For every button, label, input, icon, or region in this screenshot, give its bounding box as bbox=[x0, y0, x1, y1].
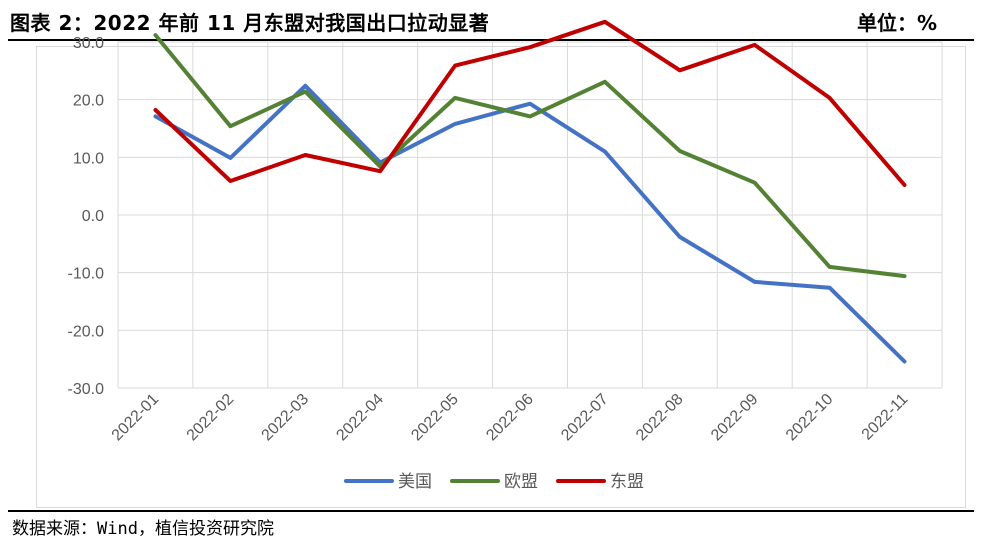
series-line bbox=[153, 19, 907, 187]
x-tick-label: 2022-11 bbox=[859, 391, 912, 444]
y-tick-label: 0.0 bbox=[82, 208, 104, 225]
y-tick-label: 20.0 bbox=[73, 93, 104, 110]
x-tick-label: 2022-06 bbox=[483, 391, 537, 445]
source-note: 数据来源：Wind，植信投资研究院 bbox=[12, 519, 274, 539]
series-line bbox=[153, 33, 907, 279]
x-tick-label: 2022-04 bbox=[333, 391, 387, 445]
x-tick-label: 2022-10 bbox=[783, 391, 837, 445]
x-tick-label: 2022-08 bbox=[633, 391, 687, 445]
y-tick-label: -20.0 bbox=[68, 323, 105, 340]
x-tick-label: 2022-01 bbox=[109, 391, 163, 445]
x-tick-label: 2022-03 bbox=[259, 391, 313, 445]
top-rule bbox=[8, 39, 974, 41]
x-tick-label: 2022-09 bbox=[708, 391, 762, 445]
bottom-rule bbox=[8, 510, 974, 512]
y-tick-label: -30.0 bbox=[68, 381, 105, 398]
x-tick-label: 2022-05 bbox=[408, 391, 462, 445]
x-tick-label: 2022-02 bbox=[184, 391, 238, 445]
unit-label: 单位：% bbox=[856, 11, 937, 35]
header: 图表 2：2022 年前 11 月东盟对我国出口拉动显著 单位：% bbox=[0, 0, 999, 40]
y-axis-ticks: 30.0 20.0 10.0 0.0 -10.0 -20.0 -30.0 bbox=[68, 35, 105, 398]
chart-frame bbox=[36, 46, 966, 508]
series-line bbox=[153, 83, 907, 364]
x-tick-label: 2022-07 bbox=[558, 391, 612, 445]
x-axis-ticks: 2022-01 2022-02 2022-03 2022-04 2022-05 2022-… bbox=[109, 391, 912, 445]
legend-label: 美国 bbox=[398, 472, 432, 492]
y-tick-label: 10.0 bbox=[73, 150, 104, 167]
legend: 美国 欧盟 东盟 bbox=[344, 472, 644, 492]
legend-label: 东盟 bbox=[610, 472, 644, 492]
legend-label: 欧盟 bbox=[504, 472, 538, 492]
chart-title: 图表 2：2022 年前 11 月东盟对我国出口拉动显著 bbox=[10, 11, 490, 35]
y-tick-label: -10.0 bbox=[68, 266, 105, 283]
y-tick-label: 30.0 bbox=[73, 35, 104, 52]
series-lines bbox=[153, 19, 907, 364]
grid-lines bbox=[117, 41, 943, 389]
